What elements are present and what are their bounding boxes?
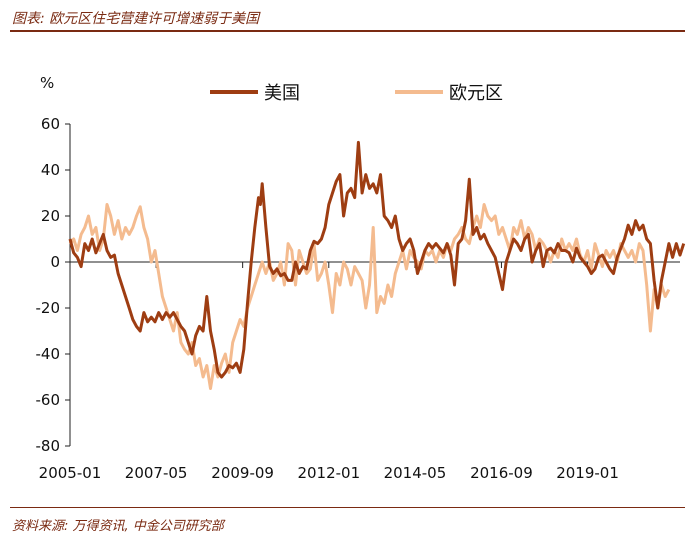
- y-tick-label: 40: [41, 161, 60, 179]
- x-tick-label: 2014-05: [384, 464, 447, 482]
- series-line-1: [68, 203, 671, 390]
- y-tick-label: 0: [50, 253, 60, 271]
- legend-label-0: 美国: [264, 83, 300, 104]
- source-note: 资料来源: 万得资讯, 中金公司研究部: [12, 519, 224, 534]
- legend: 美国 欧元区: [210, 83, 503, 104]
- y-tick-label: -60: [36, 391, 61, 409]
- y-axis: 60 40 20 0 -20 -40 -60 -80: [36, 115, 71, 455]
- series-lines: [68, 140, 686, 390]
- y-tick-label: 20: [41, 207, 60, 225]
- x-tick-label: 2007-05: [125, 464, 188, 482]
- x-tick-label: 2019-01: [556, 464, 619, 482]
- y-tick-label: 60: [41, 115, 60, 133]
- y-tick-label: -40: [36, 345, 61, 363]
- series-line-0: [68, 140, 686, 379]
- legend-label-1: 欧元区: [449, 83, 503, 104]
- x-axis: 2005-01 2007-05 2009-09 2012-01 2014-05 2016-…: [39, 261, 680, 482]
- y-tick-label: -80: [36, 437, 61, 455]
- x-tick-label: 2005-01: [39, 464, 102, 482]
- x-tick-label: 2016-09: [470, 464, 533, 482]
- y-axis-unit-label: %: [40, 74, 54, 92]
- chart-title: 图表: 欧元区住宅营建许可增速弱于美国: [12, 11, 260, 27]
- top-divider: [10, 30, 685, 32]
- y-tick-label: -20: [36, 299, 61, 317]
- x-tick-label: 2012-01: [297, 464, 360, 482]
- x-tick-label: 2009-09: [211, 464, 274, 482]
- bottom-divider: [10, 507, 685, 508]
